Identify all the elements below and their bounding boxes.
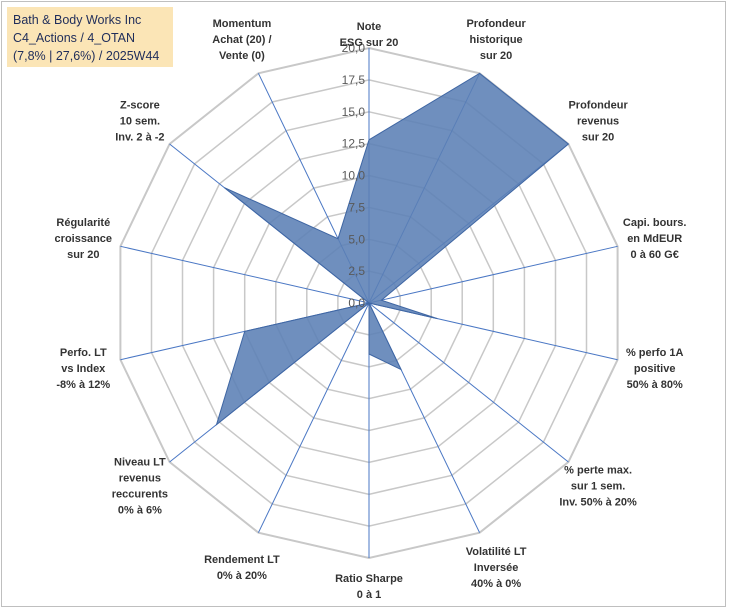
axis-spoke-5 [368,302,569,463]
axis-label-4: % perfo 1A positive 50% à 80% [626,347,684,391]
axis-label-11: Régularité croissance sur 20 [55,217,112,261]
series-area-0 [215,72,570,426]
tick-label-6: 15,0 [342,105,366,119]
axis-spoke-3 [368,245,618,304]
axis-label-7: Ratio Sharpe 0 à 1 [335,573,403,601]
title-line-category: C4_Actions / 4_OTAN [13,31,136,45]
chart-title-box: Bath & Body Works Inc C4_Actions / 4_OTA… [7,7,173,67]
axis-label-0: Note ESG sur 20 [340,21,399,49]
axis-label-12: Z-score 10 sem. Inv. 2 à -2 [115,99,164,143]
axis-label-3: Capi. bours. en MdEUR 0 à 60 G€ [623,217,687,261]
tick-label-4: 10,0 [342,169,366,183]
tick-label-2: 5,0 [348,232,365,246]
tick-label-7: 17,5 [342,73,366,87]
axis-spoke-8 [257,302,370,533]
axis-label-8: Rendement LT 0% à 20% [204,554,280,582]
tick-label-1: 2,5 [348,264,365,278]
tick-label-0: 0,0 [348,296,365,310]
axis-label-10: Perfo. LT vs Index -8% à 12% [56,347,110,391]
axis-label-6: Volatilité LT Inversée 40% à 0% [466,546,527,590]
title-line-stats: (7,8% | 27,6%) / 2025W44 [13,49,160,63]
axis-label-9: Niveau LT revenus reccurents 0% à 6% [112,457,168,517]
title-line-company: Bath & Body Works Inc [13,13,142,27]
axis-label-13: Momentum Achat (20) / Vente (0) [212,18,271,62]
tick-label-3: 7,5 [348,200,365,214]
axis-label-5: % perte max. sur 1 sem. Inv. 50% à 20% [559,465,637,509]
axis-label-1: Profondeur historique sur 20 [466,18,526,62]
tick-label-5: 12,5 [342,137,366,151]
tick-label-8: 20,0 [342,41,366,55]
axis-spoke-11 [120,245,370,304]
axis-label-2: Profondeur revenus sur 20 [568,99,628,143]
